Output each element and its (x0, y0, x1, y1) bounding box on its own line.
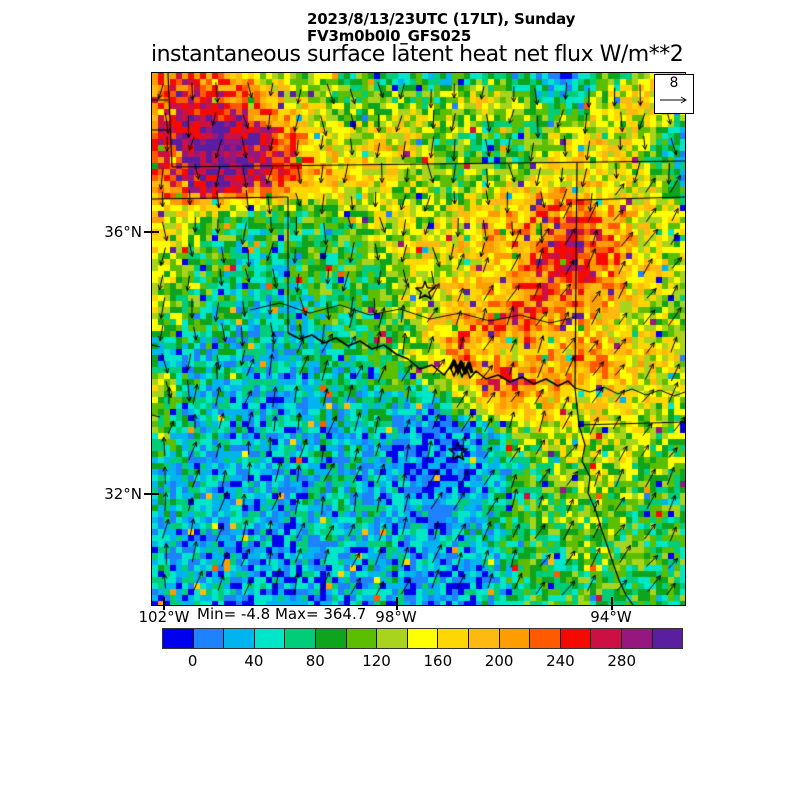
minmax-label: Min= -4.8 Max= 364.7 (197, 605, 367, 623)
colorbar-tick-label: 240 (546, 652, 575, 670)
colorbar-segment (499, 629, 531, 648)
colorbar-segment (163, 629, 194, 648)
colorbar-tick-label: 280 (607, 652, 637, 670)
lon-label-98w: 98°W (375, 608, 417, 626)
colorbar-segment (652, 629, 683, 648)
colorbar-segment (377, 629, 408, 648)
colorbar-segment (285, 629, 316, 648)
lat-label-32n: 32°N (104, 485, 142, 503)
lon-tick-102w (163, 597, 165, 610)
colorbar-segment (560, 629, 592, 648)
colorbar-segment (315, 629, 347, 648)
colorbar-segment (193, 629, 225, 648)
map-frame (151, 72, 686, 606)
reference-arrow-icon (660, 96, 687, 104)
colorbar-segment (254, 629, 286, 648)
lat-label-36n: 36°N (104, 223, 142, 241)
colorbar-segment (530, 629, 561, 648)
colorbar-tick-label: 40 (244, 652, 264, 670)
colorbar-tick-label: 80 (305, 652, 325, 670)
lon-label-102w: 102°W (138, 608, 190, 626)
datetime-title: 2023/8/13/23UTC (17LT), Sunday (307, 10, 576, 28)
colorbar-segment (438, 629, 469, 648)
colorbar-segment (407, 629, 439, 648)
colorbar-segment (224, 629, 255, 648)
colorbar (162, 628, 683, 649)
page-title: instantaneous surface latent heat net fl… (151, 42, 684, 67)
colorbar-segment (621, 629, 653, 648)
colorbar-segment (591, 629, 622, 648)
lat-tick-32n (144, 493, 159, 495)
colorbar-tick-label: 200 (484, 652, 514, 670)
map-canvas (152, 73, 685, 605)
colorbar-tick-label: 0 (187, 652, 198, 670)
model-title: FV3m0b0l0_GFS025 (307, 27, 472, 45)
lon-tick-98w (396, 597, 398, 610)
colorbar-tick-label: 120 (362, 652, 391, 670)
lon-label-94w: 94°W (590, 608, 632, 626)
colorbar-tick-label: 160 (423, 652, 453, 670)
colorbar-segment (346, 629, 378, 648)
lat-tick-36n (144, 231, 159, 233)
wind-reference-box: 8 (654, 74, 694, 114)
wind-reference-value: 8 (669, 75, 679, 91)
colorbar-segment (468, 629, 500, 648)
lon-tick-94w (611, 597, 613, 610)
